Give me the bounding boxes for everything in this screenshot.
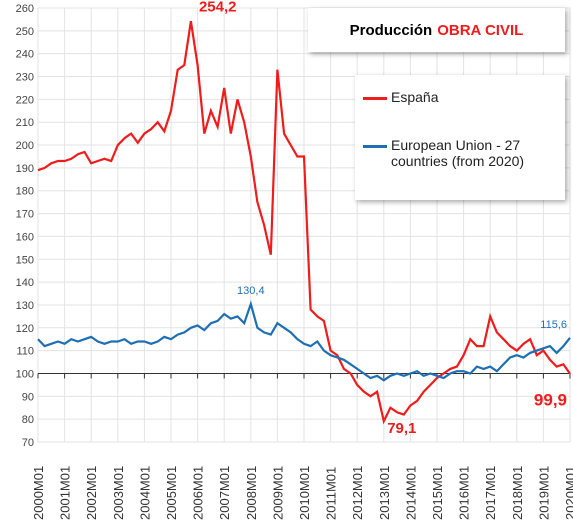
x-tick-label: 2002M01 xyxy=(84,466,99,520)
data-label: 254,2 xyxy=(199,0,237,15)
legend-swatch xyxy=(363,97,387,100)
x-tick-label: 2006M01 xyxy=(191,466,206,520)
series-line xyxy=(37,300,571,382)
y-tick-label: 100 xyxy=(16,368,34,380)
y-tick-label: 240 xyxy=(16,49,34,61)
y-tick-label: 130 xyxy=(16,300,34,312)
data-label: 79,1 xyxy=(387,420,416,437)
x-tick-label: 2019M01 xyxy=(536,466,551,520)
y-tick-label: 140 xyxy=(16,277,34,289)
chart-title: Producción xyxy=(349,21,433,39)
x-tick-label: 2005M01 xyxy=(164,466,179,520)
x-tick-label: 2012M01 xyxy=(350,466,365,520)
x-tick-label: 2004M01 xyxy=(137,466,152,520)
x-tick-label: 2003M01 xyxy=(111,466,126,520)
y-tick-label: 190 xyxy=(16,163,34,175)
x-tick-label: 2015M01 xyxy=(430,466,445,520)
x-tick-label: 2007M01 xyxy=(217,466,232,520)
legend-item: España xyxy=(363,89,561,105)
y-tick-label: 120 xyxy=(16,323,34,335)
chart-title-highlight: OBRA CIVIL xyxy=(437,21,524,39)
y-tick-label: 250 xyxy=(16,26,34,38)
y-tick-label: 220 xyxy=(16,94,34,106)
y-tick-label: 160 xyxy=(16,231,34,243)
series-line xyxy=(37,21,571,425)
x-tick-label: 2010M01 xyxy=(297,466,312,520)
x-tick-label: 2009M01 xyxy=(270,466,285,520)
x-tick-label: 2013M01 xyxy=(377,466,392,520)
data-label: 99,9 xyxy=(534,391,567,410)
legend: España European Union - 27 countries (fro… xyxy=(355,75,565,200)
data-label: 115,6 xyxy=(540,319,567,331)
legend-swatch xyxy=(363,145,387,148)
y-tick-label: 150 xyxy=(16,254,34,266)
y-tick-label: 200 xyxy=(16,140,34,152)
x-tick-label: 2017M01 xyxy=(483,466,498,520)
y-tick-label: 90 xyxy=(22,391,34,403)
x-tick-label: 2020M01 xyxy=(563,466,573,520)
x-tick-label: 2011M01 xyxy=(324,467,339,520)
legend-label: European Union - 27 countries (from 2020… xyxy=(391,137,525,169)
x-tick-label: 2001M01 xyxy=(58,466,73,520)
y-tick-label: 210 xyxy=(16,117,34,129)
data-label: 130,4 xyxy=(237,285,265,297)
y-tick-label: 230 xyxy=(16,72,34,84)
y-tick-label: 260 xyxy=(16,3,34,15)
x-tick-label: 2016M01 xyxy=(457,466,472,520)
legend-label: España xyxy=(391,89,439,105)
y-tick-label: 180 xyxy=(16,186,34,198)
x-tick-label: 2014M01 xyxy=(403,466,418,520)
y-tick-label: 170 xyxy=(16,209,34,221)
x-tick-label: 2000M01 xyxy=(31,466,46,520)
y-tick-label: 70 xyxy=(22,437,34,449)
title-box: Producción OBRA CIVIL xyxy=(308,8,565,52)
y-tick-label: 110 xyxy=(16,346,34,358)
x-tick-label: 2018M01 xyxy=(510,466,525,520)
legend-item: European Union - 27 countries (from 2020… xyxy=(363,137,561,169)
y-tick-label: 80 xyxy=(22,414,34,426)
x-tick-label: 2008M01 xyxy=(244,466,259,520)
